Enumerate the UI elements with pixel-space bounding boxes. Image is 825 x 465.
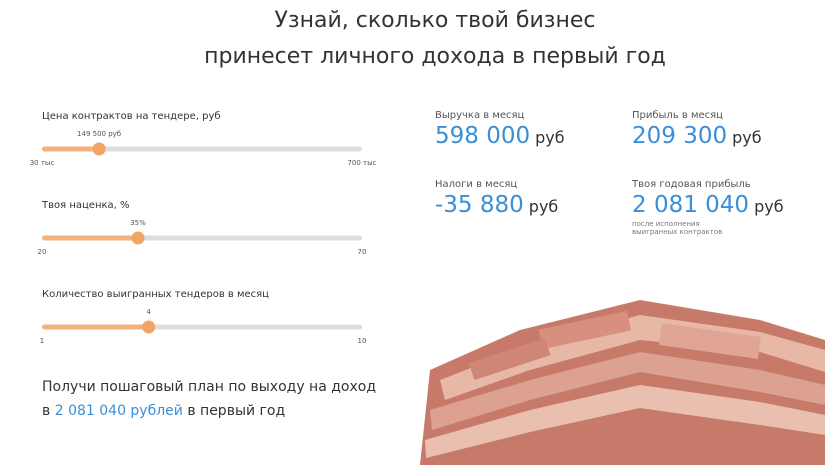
result-amount: 2 081 040 <box>632 192 750 218</box>
result-amount: -35 880 <box>435 192 524 218</box>
footer-text: в <box>42 403 51 419</box>
slider-max-label: 10 <box>358 337 367 345</box>
result-label: Прибыль в месяц <box>632 110 723 121</box>
slider-fill <box>42 235 138 241</box>
footer-line: в 2 081 040 рублей в первый год <box>42 403 285 419</box>
slider-value-label: 35% <box>130 219 146 227</box>
result: Налоги в месяц -35 880 руб <box>435 179 558 218</box>
result-unit: руб <box>754 197 784 216</box>
slider-thumb[interactable] <box>131 231 145 245</box>
slider-min-label: 20 <box>38 248 47 256</box>
slider-max-label: 70 <box>358 248 367 256</box>
result: Выручка в месяц 598 000 руб <box>435 110 565 149</box>
result: Прибыль в месяц 209 300 руб <box>632 110 762 149</box>
result-unit: руб <box>528 197 559 216</box>
result-label: Твоя годовая прибыль <box>632 179 751 190</box>
result-unit: руб <box>535 128 565 147</box>
slider-min-label: 1 <box>40 337 44 345</box>
slider-min-label: 30 тыс <box>30 159 55 167</box>
result-label: Налоги в месяц <box>435 179 518 190</box>
result-note: выигранных контрактов <box>632 228 723 236</box>
result-note: после исполнения <box>632 220 700 228</box>
result-amount: 209 300 <box>632 123 728 149</box>
result-amount: 598 000 <box>435 123 531 149</box>
slider-thumb[interactable] <box>92 142 106 156</box>
footer-text: в первый год <box>187 403 286 419</box>
slider-label: Цена контрактов на тендере, руб <box>42 111 221 122</box>
slider-max-label: 700 тыс <box>347 159 376 167</box>
slider-label: Количество выигранных тендеров в месяц <box>42 289 269 300</box>
footer-line: Получи пошаговый план по выходу на доход <box>42 379 377 395</box>
slider-value-label: 149 500 руб <box>77 130 121 138</box>
sliders[interactable]: Цена контрактов на тендере, руб 149 500 р… <box>0 0 400 360</box>
title-line: принесет личного дохода в первый год <box>204 44 666 69</box>
result-label: Выручка в месяц <box>435 110 525 121</box>
slider-value-label: 4 <box>146 308 151 316</box>
result-unit: руб <box>732 128 762 147</box>
result: Твоя годовая прибыль 2 081 040 руб после … <box>632 179 784 236</box>
slider-track <box>42 146 362 152</box>
footer-highlight[interactable]: 2 081 040 рублей <box>54 403 183 419</box>
title-line: Узнай, сколько твой бизнес <box>274 8 596 33</box>
slider-thumb[interactable] <box>142 320 156 334</box>
slider-fill <box>42 146 100 152</box>
slider-fill <box>42 324 149 330</box>
money-stack <box>420 300 825 465</box>
slider-label: Твоя наценка, % <box>41 200 130 211</box>
